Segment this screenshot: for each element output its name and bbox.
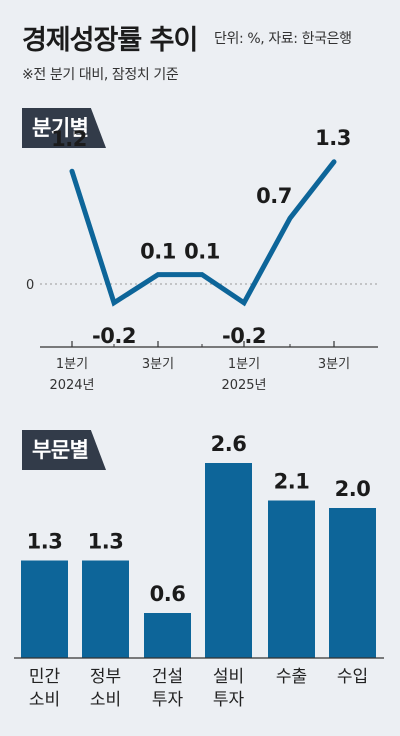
line-value-label: 0.1: [184, 240, 220, 264]
bar-category-label: 투자: [213, 690, 245, 710]
x-tick-year-label: 2024년: [49, 378, 94, 393]
bar-category-label: 건설: [152, 667, 183, 687]
x-tick-label: 3분기: [318, 357, 350, 372]
bar-category-label: 투자: [152, 690, 184, 710]
bar-value-label: 1.3: [27, 530, 63, 554]
bar-value-label: 2.6: [211, 432, 247, 456]
bar: [268, 500, 315, 658]
bar-category-label: 수출: [276, 667, 307, 687]
bar-value-label: 0.6: [150, 582, 186, 606]
bar-value-label: 1.3: [88, 530, 124, 554]
x-tick-label: 1분기: [228, 357, 260, 372]
bar-category-label: 수입: [337, 667, 368, 687]
bar: [82, 560, 129, 658]
bar-value-label: 2.1: [274, 470, 310, 494]
bar-category-label: 정부: [90, 667, 121, 687]
bar-category-label: 민간: [29, 667, 61, 687]
bar: [144, 613, 191, 658]
bar-category-label: 소비: [29, 690, 60, 710]
growth-line-series: [69, 159, 337, 307]
basis-note: ※전 분기 대비, 잠정치 기준: [22, 67, 179, 83]
line-value-label: 0.1: [140, 240, 176, 264]
bar: [329, 508, 376, 658]
x-tick-label: 3분기: [142, 357, 174, 372]
page-title: 경제성장률 추이: [22, 25, 198, 56]
bar: [21, 560, 68, 658]
section-label-sector: 부문별: [22, 430, 106, 470]
unit-source-note: 단위: %, 자료: 한국은행: [214, 31, 352, 47]
line-value-label: -0.2: [222, 324, 266, 348]
x-tick-year-label: 2025년: [221, 378, 266, 393]
bar-value-label: 2.0: [335, 477, 371, 501]
bar-category-label: 설비: [213, 667, 244, 687]
x-tick-label: 1분기: [56, 357, 88, 372]
section-label-quarterly: 분기별: [22, 108, 106, 148]
bar: [205, 463, 252, 658]
bar-category-label: 소비: [90, 690, 121, 710]
line-value-label: -0.2: [92, 324, 136, 348]
line-value-label: 0.7: [256, 184, 292, 208]
line-value-label: 1.3: [315, 126, 351, 150]
zero-tick-label: 0: [26, 278, 34, 293]
line-value-label: 1.2: [51, 127, 87, 151]
